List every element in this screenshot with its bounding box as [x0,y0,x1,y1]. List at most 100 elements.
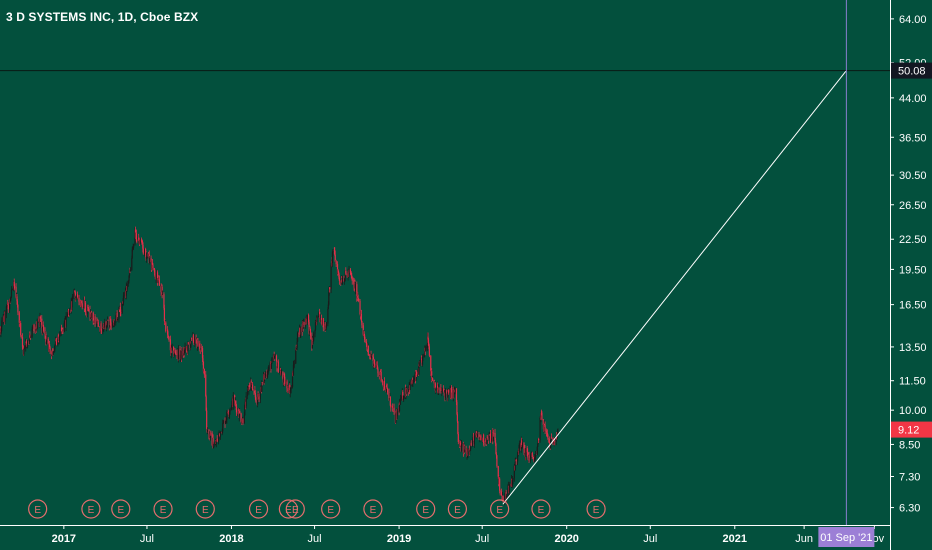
candle [358,298,360,303]
candle [268,365,270,372]
candle [319,308,321,323]
candle [319,314,321,322]
y-axis[interactable]: 64.0052.0044.0036.5030.5026.5022.5019.50… [890,0,932,550]
candle [60,324,63,332]
x-tick-label: Jun [795,533,813,545]
candle [100,321,102,334]
candle [237,408,239,415]
earnings-marker[interactable]: E [363,499,383,519]
candle [406,386,408,395]
candle [264,371,267,379]
earnings-marker[interactable]: E [416,499,436,519]
candle [486,436,488,445]
svg-text:E: E [538,505,545,516]
candle [477,430,479,438]
candle [314,329,316,338]
candle [357,291,359,302]
candle [23,348,25,356]
y-tick-label: 44.00 [899,93,927,105]
earnings-marker[interactable]: E [285,499,305,519]
trendline[interactable] [502,70,847,505]
candle [499,489,501,496]
candle [330,262,332,294]
candle [169,335,171,353]
candle [59,331,61,338]
candle [289,387,291,398]
svg-text:E: E [202,505,209,516]
candle [460,439,463,453]
earnings-marker[interactable]: E [321,499,341,519]
candle [133,244,135,250]
candle [376,365,379,370]
candle [485,438,487,446]
candle [125,282,127,300]
candle [7,302,9,313]
candle [502,495,504,503]
candle [412,375,414,384]
earnings-marker[interactable]: E [153,499,173,519]
earnings-marker[interactable]: E [248,499,269,519]
candle [320,314,323,325]
candle [327,306,329,327]
candle [345,267,347,276]
y-tick-label: 13.50 [899,342,927,354]
earnings-marker[interactable]: E [447,499,467,519]
candle [528,451,530,463]
candle [32,326,34,329]
candle [119,302,121,317]
candle [170,344,172,359]
candle [296,331,299,342]
candle [151,259,154,266]
candle [49,346,51,354]
candle [187,341,189,355]
candle [274,353,276,359]
svg-text:E: E [255,505,262,516]
candle [480,434,482,441]
plot-background [0,0,890,525]
candle [454,387,456,395]
earnings-marker[interactable]: E [111,499,131,519]
svg-text:E: E [593,505,600,516]
earnings-marker[interactable]: E [490,499,510,519]
x-axis[interactable]: 2017 Jul 2018 Jul 2019 Jul 2020 Jul 2021 Jun Nov01… [0,525,890,550]
earnings-marker[interactable]: E [28,499,48,519]
candle [244,404,246,416]
candle [421,357,424,367]
candle [84,301,87,316]
y-tick-label: 36.50 [899,132,927,144]
candle [251,381,254,391]
candle [46,334,48,344]
candle [4,310,6,324]
candle [248,382,250,390]
candle [206,407,208,429]
candle [18,310,20,327]
crosshair-price-badge: 50.08 [891,62,932,79]
candle [36,318,38,330]
candle [54,345,56,353]
earnings-marker[interactable]: E [531,499,551,519]
candle [145,252,148,263]
earnings-marker[interactable]: E [195,499,215,519]
candle [539,416,541,443]
candle [200,343,202,352]
candle [161,284,163,299]
candle [110,322,112,331]
candle [189,343,192,351]
earnings-marker[interactable]: E [278,499,299,519]
candle [448,389,450,395]
earnings-marker[interactable]: E [586,499,606,519]
svg-text:E: E [327,505,334,516]
candle [20,320,22,337]
candle [315,320,317,324]
candle [261,380,263,392]
candle [483,440,485,447]
y-tick-label: 16.50 [899,300,927,312]
candle [515,458,517,465]
earnings-marker[interactable]: E [81,499,101,519]
candle [35,321,37,333]
candle [313,331,315,342]
candle [306,314,308,326]
x-tick-label: Jul [140,533,154,545]
